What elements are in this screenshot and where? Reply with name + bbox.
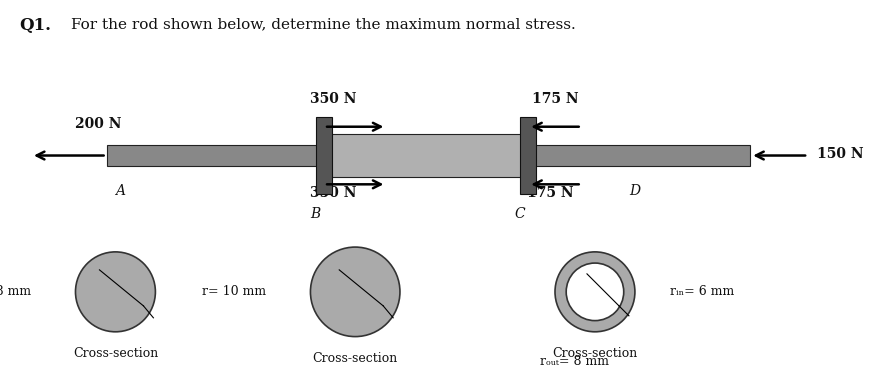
Text: D: D: [630, 184, 640, 197]
Text: rₒᵤₜ= 8 mm: rₒᵤₜ= 8 mm: [541, 355, 609, 368]
Text: Cross-section: Cross-section: [313, 352, 398, 365]
Text: Q1.: Q1.: [20, 17, 52, 34]
Text: 350 N: 350 N: [310, 186, 356, 200]
Text: r= 10 mm: r= 10 mm: [202, 285, 266, 298]
Text: C: C: [514, 207, 525, 221]
Text: 175 N: 175 N: [532, 92, 578, 106]
Text: For the rod shown below, determine the maximum normal stress.: For the rod shown below, determine the m…: [71, 17, 575, 31]
Bar: [528, 145, 750, 166]
Ellipse shape: [75, 252, 155, 332]
Text: 200 N: 200 N: [75, 117, 122, 131]
Text: Cross-section: Cross-section: [552, 347, 638, 360]
Ellipse shape: [311, 247, 400, 337]
Text: 150 N: 150 N: [817, 147, 864, 161]
Bar: [107, 145, 324, 166]
Text: rᵢₙ= 6 mm: rᵢₙ= 6 mm: [670, 285, 734, 298]
Ellipse shape: [555, 252, 635, 332]
Text: 175 N: 175 N: [527, 186, 574, 200]
Bar: [324, 134, 528, 177]
Ellipse shape: [567, 263, 623, 321]
Text: r= 8 mm: r= 8 mm: [0, 285, 31, 298]
Bar: [316, 117, 332, 194]
Bar: [520, 117, 536, 194]
Text: A: A: [115, 184, 125, 197]
Text: Cross-section: Cross-section: [73, 347, 158, 360]
Text: B: B: [310, 207, 321, 221]
Text: 350 N: 350 N: [310, 92, 356, 106]
